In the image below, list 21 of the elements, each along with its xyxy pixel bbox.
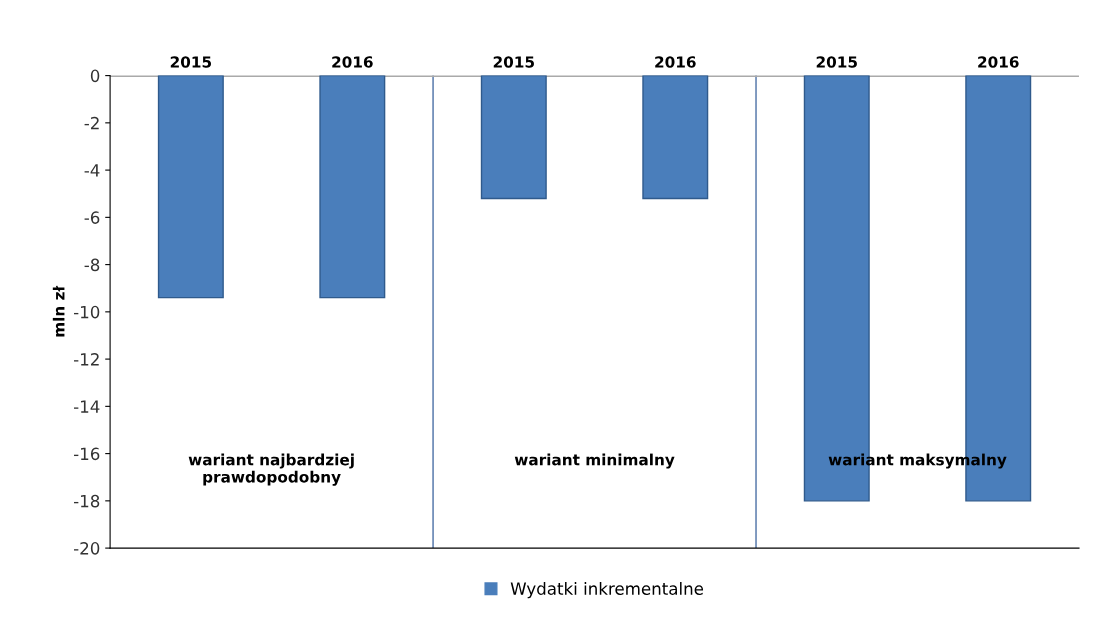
y-tick-label: -20	[73, 542, 100, 555]
x-tick-label: 2016	[978, 56, 1019, 68]
annotation: wariant minimalny	[514, 453, 675, 469]
legend-label: Wydatki inkrementalne	[510, 582, 704, 599]
y-tick-label: -4	[84, 164, 100, 177]
y-tick-label: -14	[73, 400, 100, 413]
y-axis-title: mln zł	[52, 285, 65, 337]
x-tick-label: 2015	[493, 56, 534, 68]
y-tick-label: 0	[90, 69, 100, 83]
y-tick-label: -2	[84, 116, 99, 130]
x-tick-label: 2016	[332, 56, 373, 68]
x-tick-label: 2015	[170, 56, 212, 68]
y-tick-label: -6	[84, 211, 100, 224]
y-tick-label: -8	[84, 258, 100, 272]
x-tick-label: 2015	[816, 56, 857, 68]
annotation: wariant najbardziej prawdopodobny	[188, 453, 354, 486]
y-tick-label: -18	[73, 494, 100, 508]
y-tick-label: -12	[73, 353, 99, 366]
x-tick-label: 2016	[655, 56, 696, 68]
y-tick-label: -16	[73, 447, 100, 461]
y-tick-label: -10	[73, 305, 100, 319]
